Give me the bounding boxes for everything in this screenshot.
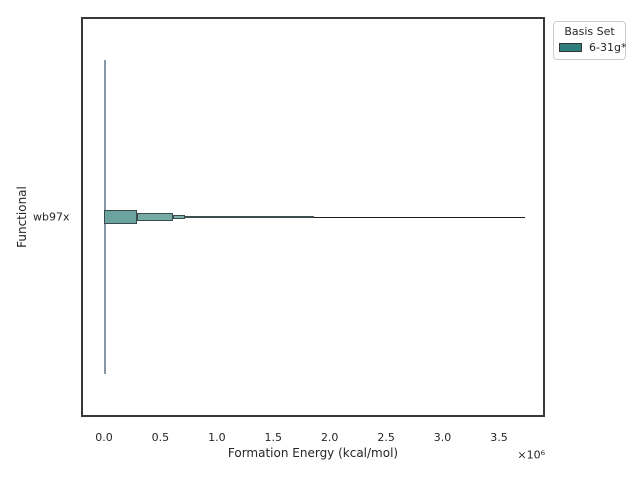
letter-value-box [103, 210, 137, 224]
x-axis-label: Formation Energy (kcal/mol) [227, 446, 399, 460]
x-tick-row: 0.0 0.5 1.0 1.5 2.0 2.5 3.0 3.5 [83, 431, 543, 445]
x-tick-label: 3.5 [490, 431, 508, 444]
y-axis-label: Functional [15, 186, 29, 248]
y-tick-label-wb97x: wb97x [33, 210, 70, 224]
x-tick-label: 3.0 [433, 431, 452, 444]
legend-swatch-icon [559, 43, 582, 52]
legend-title: Basis Set [564, 25, 615, 38]
plot-area [83, 19, 543, 415]
whisker-line [313, 216, 525, 218]
x-tick-label: 1.0 [208, 431, 226, 444]
whisker-line [185, 216, 314, 218]
x-tick-label: 0.5 [151, 431, 170, 444]
x-tick-label: 2.0 [320, 431, 339, 444]
letter-value-box [172, 215, 186, 219]
axes [81, 17, 545, 417]
x-tick-label: 0.0 [95, 431, 113, 444]
legend: Basis Set 6-31g* [553, 21, 626, 60]
legend-item: 6-31g* [559, 41, 626, 54]
legend-item-label: 6-31g* [589, 41, 627, 54]
x-tick-label: 1.5 [264, 431, 283, 444]
x-tick-label: 2.5 [377, 431, 395, 444]
letter-value-box [136, 213, 173, 221]
x-axis-offset-text: ×10⁶ [517, 448, 545, 462]
